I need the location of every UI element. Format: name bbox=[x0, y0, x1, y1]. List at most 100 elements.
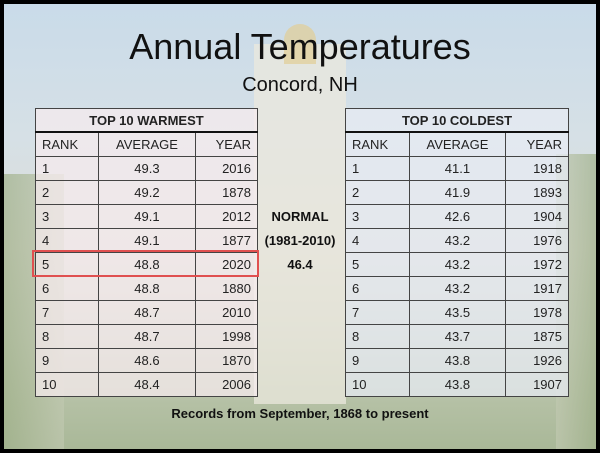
average-cell: 48.7 bbox=[98, 324, 196, 349]
rank-cell: 1 bbox=[345, 156, 410, 181]
average-cell: 43.8 bbox=[408, 372, 507, 397]
coldest-table: TOP 10 COLDEST RANK AVERAGE YEAR 1 41.1 1918 2… bbox=[345, 108, 569, 397]
table-row: 1 41.1 1918 bbox=[345, 156, 569, 181]
average-cell: 43.2 bbox=[408, 276, 507, 301]
average-cell: 48.8 bbox=[98, 252, 196, 277]
rank-cell: 4 bbox=[345, 228, 410, 253]
normal-period: (1981-2010) bbox=[264, 233, 336, 248]
year-cell: 1978 bbox=[505, 300, 569, 325]
normal-value: 46.4 bbox=[287, 257, 313, 272]
average-cell: 41.9 bbox=[408, 180, 507, 205]
table-row: 9 48.6 1870 bbox=[34, 348, 259, 373]
column-header-year: YEAR bbox=[505, 131, 569, 157]
average-cell: 49.1 bbox=[98, 204, 196, 229]
rank-cell: 2 bbox=[34, 180, 100, 205]
background-dome bbox=[284, 24, 316, 64]
average-cell: 48.4 bbox=[98, 372, 196, 397]
column-header-rank: RANK bbox=[345, 131, 410, 157]
rank-cell: 8 bbox=[345, 324, 410, 349]
rank-cell: 5 bbox=[345, 252, 410, 277]
year-cell: 1917 bbox=[505, 276, 569, 301]
year-cell: 1907 bbox=[505, 372, 569, 397]
column-header-average: AVERAGE bbox=[98, 131, 196, 157]
rank-cell: 8 bbox=[34, 324, 100, 349]
rank-cell: 4 bbox=[34, 228, 100, 253]
page-title: Annual Temperatures bbox=[129, 26, 471, 67]
average-cell: 43.8 bbox=[408, 348, 507, 373]
year-cell: 1877 bbox=[194, 228, 259, 253]
table-row: 8 43.7 1875 bbox=[345, 324, 569, 349]
rank-cell: 10 bbox=[34, 372, 100, 397]
table-row: 6 48.8 1880 bbox=[34, 276, 259, 301]
normal-label: NORMAL bbox=[271, 209, 329, 224]
year-cell: 1870 bbox=[194, 348, 259, 373]
table-row: 2 49.2 1878 bbox=[34, 180, 259, 205]
warmest-heading: TOP 10 WARMEST bbox=[35, 108, 258, 133]
table-row: 2 41.9 1893 bbox=[345, 180, 569, 205]
rank-cell: 3 bbox=[345, 204, 410, 229]
highlight-box-2020 bbox=[32, 250, 259, 277]
year-cell: 2010 bbox=[194, 300, 259, 325]
rank-cell: 9 bbox=[34, 348, 100, 373]
year-cell: 1875 bbox=[505, 324, 569, 349]
year-cell: 1893 bbox=[505, 180, 569, 205]
year-cell: 2012 bbox=[194, 204, 259, 229]
average-cell: 48.6 bbox=[98, 348, 196, 373]
year-cell: 1926 bbox=[505, 348, 569, 373]
year-cell: 1880 bbox=[194, 276, 259, 301]
year-cell: 2006 bbox=[194, 372, 259, 397]
rank-cell: 6 bbox=[34, 276, 100, 301]
rank-cell: 2 bbox=[345, 180, 410, 205]
table-row: 8 48.7 1998 bbox=[34, 324, 259, 349]
year-cell: 1998 bbox=[194, 324, 259, 349]
table-row: 3 42.6 1904 bbox=[345, 204, 569, 229]
rank-cell: 3 bbox=[34, 204, 100, 229]
average-cell: 48.8 bbox=[98, 276, 196, 301]
table-row: 5 48.8 2020 bbox=[34, 252, 259, 277]
table-row: 10 43.8 1907 bbox=[345, 372, 569, 397]
rank-cell: 6 bbox=[345, 276, 410, 301]
rank-cell: 9 bbox=[345, 348, 410, 373]
average-cell: 41.1 bbox=[408, 156, 507, 181]
records-footnote: Records from September, 1868 to present bbox=[171, 406, 429, 421]
background-capitol-building bbox=[254, 44, 346, 404]
average-cell: 49.3 bbox=[98, 156, 196, 181]
rank-cell: 10 bbox=[345, 372, 410, 397]
slide: Annual Temperatures Concord, NH TOP 10 W… bbox=[4, 4, 596, 449]
year-cell: 1878 bbox=[194, 180, 259, 205]
average-cell: 43.7 bbox=[408, 324, 507, 349]
year-cell: 2020 bbox=[194, 252, 259, 277]
table-row: 4 49.1 1877 bbox=[34, 228, 259, 253]
year-cell: 2016 bbox=[194, 156, 259, 181]
coldest-heading: TOP 10 COLDEST bbox=[345, 108, 569, 133]
average-cell: 42.6 bbox=[408, 204, 507, 229]
column-header-year: YEAR bbox=[194, 131, 259, 157]
table-row: 5 43.2 1972 bbox=[345, 252, 569, 277]
table-row: 9 43.8 1926 bbox=[345, 348, 569, 373]
rank-cell: 7 bbox=[345, 300, 410, 325]
table-row: 7 48.7 2010 bbox=[34, 300, 259, 325]
average-cell: 43.5 bbox=[408, 300, 507, 325]
average-cell: 49.1 bbox=[98, 228, 196, 253]
page-subtitle: Concord, NH bbox=[242, 74, 358, 96]
table-row: 10 48.4 2006 bbox=[34, 372, 259, 397]
average-cell: 43.2 bbox=[408, 252, 507, 277]
table-row: 7 43.5 1978 bbox=[345, 300, 569, 325]
rank-cell: 1 bbox=[34, 156, 100, 181]
table-row: 1 49.3 2016 bbox=[34, 156, 259, 181]
year-cell: 1972 bbox=[505, 252, 569, 277]
average-cell: 43.2 bbox=[408, 228, 507, 253]
average-cell: 48.7 bbox=[98, 300, 196, 325]
table-row: 4 43.2 1976 bbox=[345, 228, 569, 253]
year-cell: 1904 bbox=[505, 204, 569, 229]
table-row: 3 49.1 2012 bbox=[34, 204, 259, 229]
average-cell: 49.2 bbox=[98, 180, 196, 205]
rank-cell: 5 bbox=[34, 252, 100, 277]
table-row: 6 43.2 1917 bbox=[345, 276, 569, 301]
warmest-table: TOP 10 WARMEST RANK AVERAGE YEAR 1 49.3 2016 2… bbox=[34, 108, 259, 397]
column-header-rank: RANK bbox=[34, 131, 100, 157]
year-cell: 1976 bbox=[505, 228, 569, 253]
rank-cell: 7 bbox=[34, 300, 100, 325]
year-cell: 1918 bbox=[505, 156, 569, 181]
column-header-average: AVERAGE bbox=[408, 131, 507, 157]
